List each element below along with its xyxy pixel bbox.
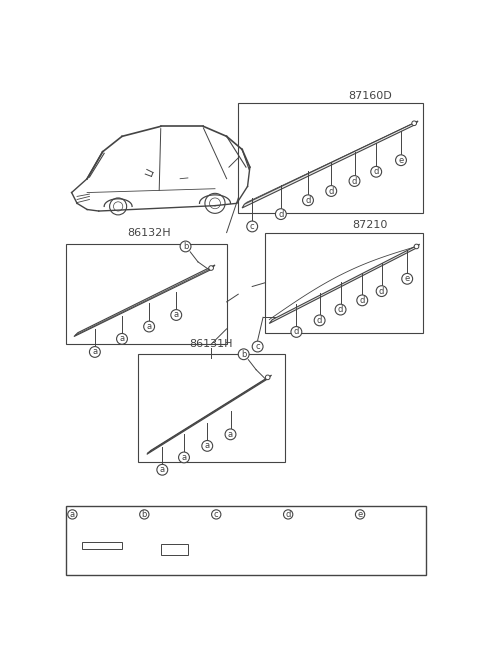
- Circle shape: [225, 429, 236, 440]
- Polygon shape: [242, 121, 418, 208]
- Text: d: d: [294, 328, 299, 337]
- Text: a: a: [146, 322, 152, 331]
- Text: 86725B: 86725B: [295, 510, 328, 519]
- Circle shape: [355, 510, 365, 519]
- Text: a: a: [92, 347, 97, 356]
- Circle shape: [291, 327, 302, 337]
- Circle shape: [265, 375, 270, 380]
- Text: d: d: [338, 305, 343, 314]
- Text: 86143C: 86143C: [79, 510, 112, 519]
- Circle shape: [209, 266, 214, 271]
- Circle shape: [180, 241, 191, 252]
- Circle shape: [414, 244, 419, 249]
- Text: d: d: [286, 510, 291, 519]
- Text: d: d: [379, 287, 384, 295]
- Text: a: a: [181, 453, 187, 462]
- Circle shape: [117, 333, 127, 345]
- Text: 86131H: 86131H: [190, 339, 233, 349]
- Polygon shape: [265, 233, 423, 333]
- Polygon shape: [269, 244, 420, 324]
- Circle shape: [412, 121, 417, 126]
- Text: 87160D: 87160D: [348, 90, 392, 100]
- Text: 87216X: 87216X: [223, 510, 255, 519]
- Polygon shape: [137, 354, 285, 462]
- Text: d: d: [278, 210, 284, 219]
- Text: b: b: [142, 510, 147, 519]
- Circle shape: [179, 452, 190, 463]
- Circle shape: [171, 310, 181, 320]
- Text: e: e: [398, 156, 404, 164]
- Circle shape: [326, 185, 336, 196]
- Circle shape: [349, 176, 360, 187]
- Circle shape: [396, 155, 407, 166]
- Text: d: d: [352, 176, 357, 185]
- Circle shape: [357, 295, 368, 306]
- Text: b: b: [183, 242, 188, 251]
- Text: d: d: [329, 187, 334, 196]
- Circle shape: [252, 341, 263, 352]
- Text: a: a: [174, 310, 179, 320]
- Circle shape: [157, 464, 168, 475]
- Text: c: c: [255, 342, 260, 351]
- Circle shape: [202, 441, 213, 451]
- Circle shape: [335, 304, 346, 315]
- Circle shape: [302, 195, 313, 206]
- Text: a: a: [120, 334, 125, 343]
- Circle shape: [68, 510, 77, 519]
- Text: c: c: [214, 510, 218, 519]
- Polygon shape: [238, 103, 423, 214]
- Text: d: d: [305, 196, 311, 205]
- Circle shape: [247, 221, 258, 232]
- Text: a: a: [228, 430, 233, 439]
- Text: e: e: [358, 510, 363, 519]
- Text: a: a: [204, 441, 210, 451]
- Circle shape: [238, 349, 249, 360]
- Text: e: e: [405, 274, 410, 284]
- Text: d: d: [360, 296, 365, 305]
- Circle shape: [144, 321, 155, 332]
- Circle shape: [314, 315, 325, 326]
- Text: a: a: [70, 510, 75, 519]
- FancyBboxPatch shape: [66, 506, 426, 575]
- Circle shape: [371, 166, 382, 177]
- Text: 86136D: 86136D: [151, 513, 181, 522]
- Text: d: d: [317, 316, 322, 325]
- Circle shape: [402, 273, 413, 284]
- Text: 86132H: 86132H: [127, 227, 171, 238]
- Text: 87215G: 87215G: [367, 510, 400, 519]
- Text: b: b: [241, 350, 246, 359]
- Text: c: c: [250, 222, 254, 231]
- Text: d: d: [373, 167, 379, 176]
- Polygon shape: [66, 244, 227, 345]
- Circle shape: [276, 209, 286, 219]
- Polygon shape: [147, 375, 272, 455]
- Circle shape: [140, 510, 149, 519]
- Circle shape: [376, 286, 387, 297]
- Text: a: a: [160, 465, 165, 474]
- Circle shape: [89, 346, 100, 358]
- Text: 86135E: 86135E: [151, 508, 180, 517]
- Circle shape: [212, 510, 221, 519]
- Text: 87210: 87210: [352, 220, 388, 230]
- Circle shape: [284, 510, 293, 519]
- Polygon shape: [74, 265, 215, 337]
